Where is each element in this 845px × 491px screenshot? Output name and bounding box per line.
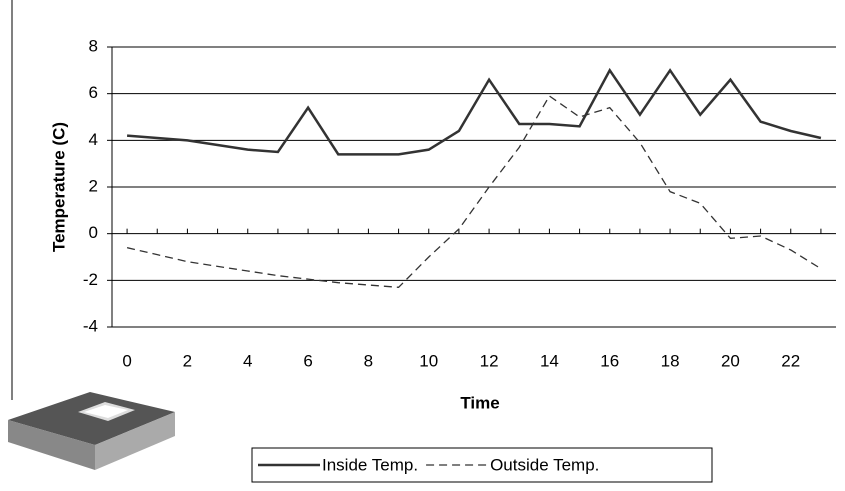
y-tick-label: 8 (89, 36, 98, 55)
y-tick-label: -4 (83, 316, 98, 335)
x-tick-label: 16 (600, 351, 619, 370)
legend-label: Inside Temp. (322, 455, 418, 474)
x-tick-label: 12 (480, 351, 499, 370)
x-tick-label: 4 (243, 351, 252, 370)
x-tick-label: 10 (419, 351, 438, 370)
x-tick-label: 0 (122, 351, 131, 370)
y-tick-label: 6 (89, 83, 98, 102)
x-tick-label: 6 (303, 351, 312, 370)
y-tick-label: 4 (89, 130, 98, 149)
y-tick-label: 0 (89, 223, 98, 242)
series-line (127, 70, 821, 154)
y-tick-label: 2 (89, 176, 98, 195)
y-axis-label: Temperature (C) (49, 122, 68, 252)
x-tick-label: 8 (364, 351, 373, 370)
x-tick-label: 14 (540, 351, 559, 370)
legend-label: Outside Temp. (490, 455, 599, 474)
series-line (127, 96, 821, 287)
x-tick-label: 20 (721, 351, 740, 370)
x-tick-label: 18 (661, 351, 680, 370)
x-axis-label: Time (460, 393, 499, 412)
x-tick-label: 2 (183, 351, 192, 370)
x-tick-label: 22 (781, 351, 800, 370)
y-tick-label: -2 (83, 270, 98, 289)
chart: Time Temperature (C) -4 -2 0 2 4 6 8 0 2 4 6 8 10 12 1… (0, 0, 845, 486)
building-icon (8, 392, 175, 470)
